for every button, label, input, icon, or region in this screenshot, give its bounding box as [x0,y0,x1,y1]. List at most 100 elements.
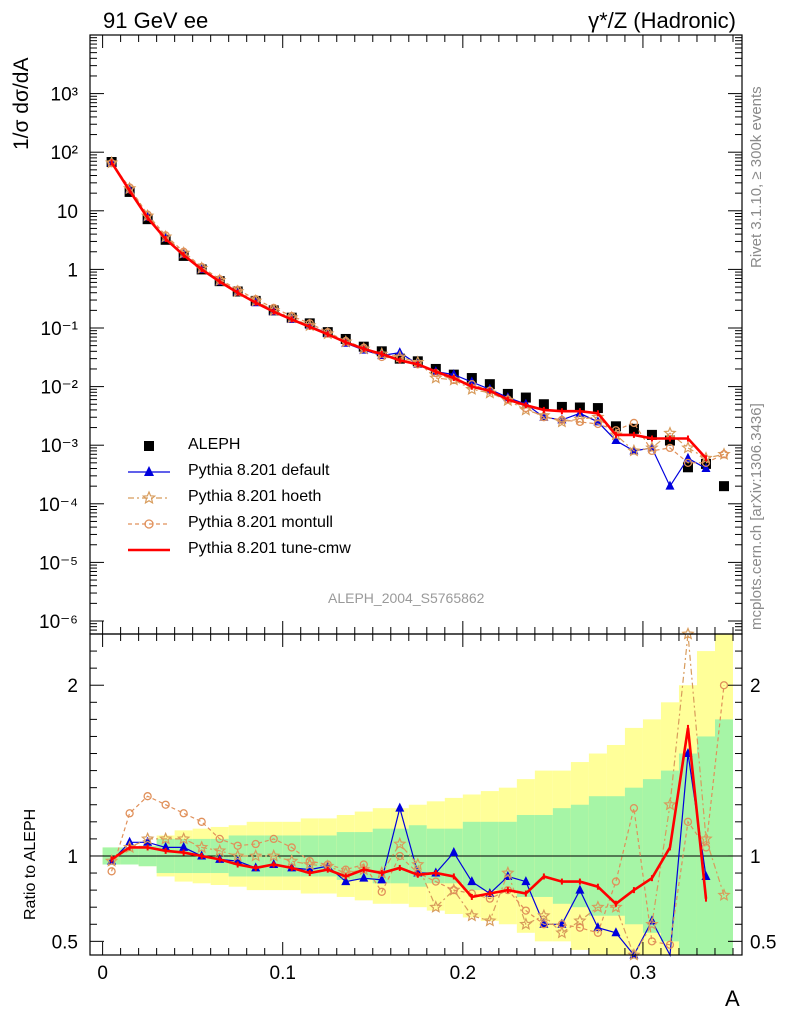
legend-item-montull: Pythia 8.201 montull [188,514,333,531]
ratio-point [231,848,245,862]
x-axis-label: A [725,986,740,1011]
ratio-point [285,854,299,867]
ratio-point [249,848,263,862]
ratio-point [575,884,585,894]
data-point [557,415,567,425]
ratio-point [303,857,317,871]
ratio-point [519,917,533,930]
ratio-point [287,843,296,852]
ratio-point [125,809,134,818]
data-point [593,419,603,429]
series-pythia-8-201-hoeth [104,155,731,464]
ratio-point [593,922,603,932]
ratio-point [266,848,281,862]
ratio-point [341,865,350,874]
ratio-point [341,876,351,886]
ratio-point [411,857,425,871]
rivet-version-label: Rivet 3.1.10, ≥ 300k events [748,86,765,268]
ratio-point [377,874,387,884]
legend-item-hoeth: Pythia 8.201 hoeth [188,488,322,505]
ratio-point [194,840,209,854]
y-tick-label: 1 [67,260,78,281]
series-line-pythia-8-201-montull [111,162,725,464]
ratio-point [611,877,621,886]
ratio-point [395,802,405,812]
data-point [718,481,729,492]
ratio-y-tick-label: 2 [67,676,78,697]
y-tick-label: 10⁻² [41,378,79,399]
x-tick-label: 0 [97,963,108,984]
ratio-point [609,900,623,913]
data-point [665,480,675,490]
ratio-point [521,906,531,915]
data-point [539,413,549,422]
ratio-point [161,800,170,809]
ratio-line-pythia-8-201-tune-cmw [110,727,708,906]
ratio-point [233,841,242,850]
ratio-point [161,841,171,851]
x-tick-label: 0.3 [630,963,656,984]
series-line-pythia-8-201-hoeth [111,162,725,459]
chart-title-right: γ*/Z (Hadronic) [588,8,736,33]
data-point [429,370,443,384]
legend-item-default: Pythia 8.201 default [188,462,330,479]
data-point [520,392,531,403]
ratio-point [179,809,188,818]
ratio-point [393,836,407,850]
data-point [591,410,605,423]
series-line-pythia-8-201-tune-cmw [110,161,707,460]
y-tick-label: 10³ [51,85,78,106]
data-point [575,417,585,427]
data-point [537,408,551,422]
ratio-point [645,917,659,930]
ratio-point [233,855,243,865]
data-point [629,418,639,428]
ratio-point [647,937,657,946]
ratio-point [215,834,224,844]
ratio-point [591,900,605,913]
ratio-point [699,831,713,845]
ratio-y-tick-label: 0.5 [52,932,78,953]
ratio-point [539,920,549,929]
ratio-point [179,841,189,851]
ratio-point [719,681,729,690]
ratio-point [305,856,314,866]
ratio-point [143,792,152,801]
ratio-point [107,867,116,876]
data-point [611,435,621,445]
ratio-point [557,920,567,929]
ratio-point [140,831,155,845]
legend-markers [128,441,170,552]
y-tick-label: 10⁻⁵ [39,553,78,574]
data-point [628,423,639,434]
data-point [681,440,695,454]
ratio-point [359,872,369,882]
legend-marker-aleph [144,441,154,451]
legend-item-aleph: ALEPH [188,436,241,453]
ratio-point [467,876,477,886]
x-tick-label: 0.1 [270,963,296,984]
series-pythia-8-201-montull [107,159,729,467]
data-point [627,443,641,457]
ratio-y-tick-label-right: 0.5 [750,932,776,953]
legend-marker [144,519,154,529]
ratio-point [575,923,585,932]
ratio-point [483,913,497,927]
data-point [538,399,549,410]
ratio-uncertainty-bands [102,634,733,955]
ratio-point [539,918,549,928]
ratio-point [449,885,458,895]
data-point [717,447,731,460]
y-tick-label: 10 [57,202,78,223]
data-point [682,462,693,473]
ratio-point [197,817,206,826]
ratio-point [269,834,278,844]
ratio-point [537,908,551,922]
analysis-id-label: ALEPH_2004_S5765862 [328,590,485,606]
ratio-point [611,927,621,937]
ratio-y-tick-label-right: 2 [750,676,761,697]
ratio-point [176,831,191,845]
ratio-point [465,908,479,922]
ratio-y-tick-label-right: 1 [750,847,761,868]
y-tick-label: 10² [51,143,78,164]
